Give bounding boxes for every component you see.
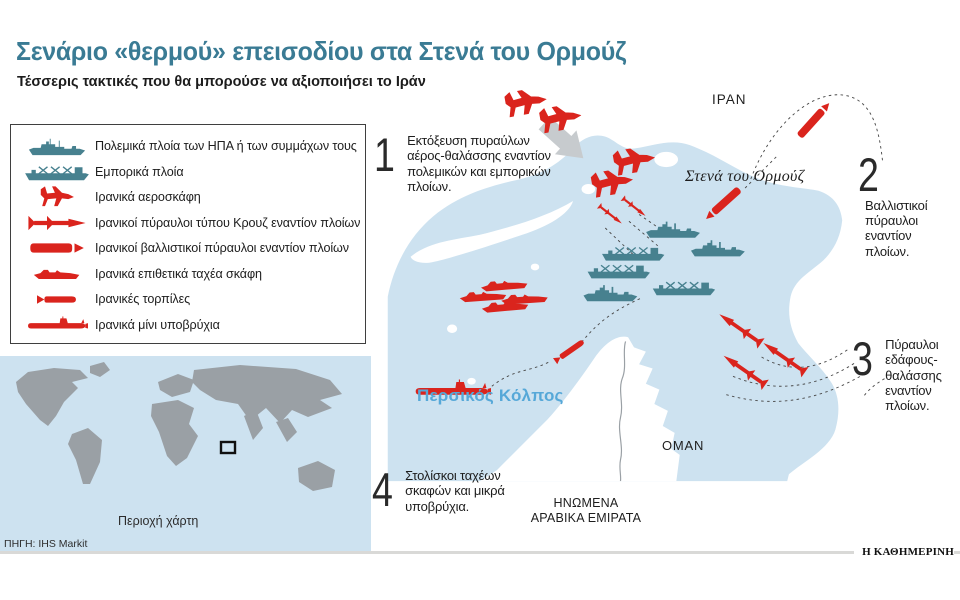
torpedo-path (491, 297, 641, 387)
surface-missile-trails (723, 349, 885, 402)
asia (192, 365, 342, 423)
annotation-number: 1 (374, 128, 395, 181)
legend-item: Ιρανικά αεροσκάφη (19, 185, 357, 209)
torpedo-icon (19, 294, 95, 305)
label-strait-of-hormuz: Στενά του Ορμούζ (685, 168, 805, 185)
page-subtitle: Τέσσερις τακτικές που θα μπορούσε να αξι… (17, 74, 426, 90)
legend-label: Ιρανικά επιθετικά ταχέα σκάφη (95, 266, 262, 281)
legend-item: Εμπορικά πλοία (19, 160, 357, 184)
australia (298, 461, 335, 491)
legend-box: Πολεμικά πλοία των ΗΠΑ ή των συμμάχων το… (10, 124, 366, 344)
legend-item: Ιρανικά επιθετικά ταχέα σκάφη (19, 262, 357, 286)
world-map-inset: Περιοχή χάρτη (0, 356, 371, 552)
sea (387, 135, 843, 482)
inset-caption: Περιοχή χάρτη (118, 514, 199, 528)
annotation-1: 1 Εκτόξευση πυραύλων αέρος-θαλάσσης εναντ… (374, 128, 563, 194)
iranian-aircraft-icon (538, 102, 583, 134)
ballistic-missile-icon (19, 241, 95, 255)
legend-label: Ιρανικές τορπίλες (95, 292, 191, 307)
hormuz-map (387, 86, 885, 482)
page-title: Σενάριο «θερμού» επεισοδίου στα Στενά το… (16, 36, 627, 66)
legend-label: Ιρανικοί βαλλιστικοί πύραυλοι εναντίον π… (95, 241, 349, 256)
mini-submarine-icon (19, 316, 95, 333)
island (530, 263, 540, 271)
us-warship-icon (19, 136, 95, 156)
region-marker (219, 440, 237, 455)
world-map (16, 362, 342, 491)
legend-item: Ιρανικά μίνι υποβρύχια (19, 313, 357, 337)
footer-rule (0, 551, 960, 554)
legend-label: Πολεμικά πλοία των ΗΠΑ ή των συμμάχων το… (95, 139, 357, 153)
annotation-text: Πύραυλοι εδάφους-θαλάσσης εναντίον πλοίω… (885, 337, 942, 414)
island (446, 324, 458, 333)
annotation-text: Στολίσκοι ταχέων σκαφών και μικρά υποβρύ… (405, 468, 505, 514)
source-credit: ΠΗΓΗ: IHS Markit (4, 538, 88, 550)
oman-uae-landmass (480, 336, 680, 482)
island (654, 151, 679, 168)
africa (151, 400, 198, 466)
india (244, 410, 263, 440)
greenland (90, 362, 110, 377)
publisher-credit: Η ΚΑΘΗΜΕΡΙΝΗ (854, 546, 954, 558)
cruise-missile-icon (19, 213, 95, 233)
annotation-number: 4 (372, 463, 393, 516)
southeast-asia (276, 418, 297, 442)
label-oman: ΟΜΑΝ (662, 438, 705, 453)
annotation-number: 3 (852, 332, 873, 385)
legend-item: Ιρανικοί βαλλιστικοί πύραυλοι εναντίον π… (19, 236, 357, 260)
annotation-text: Εκτόξευση πυραύλων αέρος-θαλάσσης εναντί… (407, 133, 551, 194)
annotation-text: Βαλλιστικοί πύραυλοι εναντίον πλοίων. (865, 197, 928, 259)
merchant-ship-icon (19, 163, 95, 181)
europe (158, 374, 194, 397)
qeshm-island (410, 200, 574, 263)
legend-label: Ιρανικοί πύραυλοι τύπου Κρουζ εναντίον π… (95, 215, 361, 230)
label-iran: ΙΡΑΝ (712, 92, 747, 107)
legend-label: Ιρανικά μίνι υποβρύχια (95, 317, 220, 332)
label-persian-gulf: Περσικός Κόλπος (417, 386, 564, 405)
annotation-4: 4 Στολίσκοι ταχέων σκαφών και μικρά υποβρ… (372, 463, 535, 516)
legend-item: Ιρανικές τορπίλες (19, 287, 357, 311)
attack-direction-arrow (538, 116, 584, 159)
island (467, 377, 476, 385)
annotation-3: 3 Πύραυλοι εδάφους-θαλάσσης εναντίον πλοί… (852, 332, 955, 414)
legend-item: Πολεμικά πλοία των ΗΠΑ ή των συμμάχων το… (19, 134, 357, 158)
annotation-number: 2 (858, 148, 879, 201)
oman-uae-border (618, 341, 627, 482)
annotation-2: 2Βαλλιστικοί πύραυλοι εναντίον πλοίων. (858, 148, 960, 259)
cruise-missile-trails (604, 156, 777, 261)
north-america (16, 368, 88, 426)
fast-attack-boat-icon (19, 267, 95, 281)
label-uae: ΗΝΩΜΕΝΑ ΑΡΑΒΙΚΑ ΕΜΙΡΑΤΑ (530, 496, 642, 525)
island (581, 184, 596, 195)
iranian-aircraft-icon (19, 185, 95, 209)
legend-label: Ιρανικά αεροσκάφη (95, 190, 201, 205)
ballistic-missile-icon (796, 100, 833, 139)
legend-label: Εμπορικά πλοία (95, 164, 184, 179)
legend-item: Ιρανικοί πύραυλοι τύπου Κρουζ εναντίον π… (19, 211, 361, 235)
south-america (68, 428, 102, 484)
